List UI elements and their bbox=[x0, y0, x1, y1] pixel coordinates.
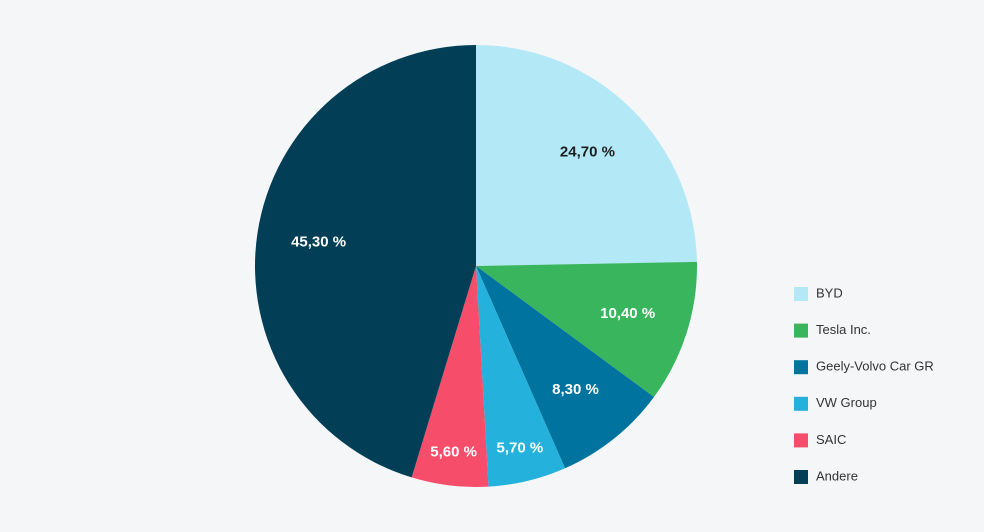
legend-swatch bbox=[794, 433, 808, 448]
legend-swatch bbox=[794, 287, 808, 301]
legend-label: SAIC bbox=[816, 432, 846, 447]
legend-label: Tesla Inc. bbox=[816, 322, 871, 337]
data-label: 8,30 % bbox=[552, 381, 599, 398]
pie-slice bbox=[255, 45, 476, 478]
legend-label: Andere bbox=[816, 468, 858, 483]
legend-swatch bbox=[794, 470, 808, 484]
data-label: 5,70 % bbox=[497, 440, 544, 457]
legend-label: BYD bbox=[816, 285, 843, 300]
pie-slice bbox=[476, 266, 654, 469]
pie-slice bbox=[476, 45, 697, 266]
data-label: 45,30 % bbox=[291, 234, 346, 251]
pie-slice bbox=[411, 266, 489, 487]
legend-swatch bbox=[794, 360, 808, 375]
data-label: 5,60 % bbox=[430, 443, 477, 460]
pie-slice bbox=[476, 261, 697, 398]
legend-swatch bbox=[794, 396, 808, 411]
data-label: 24,70 % bbox=[560, 143, 615, 160]
pie-slice bbox=[476, 266, 566, 487]
data-label: 10,40 % bbox=[600, 305, 655, 322]
legend-label: VW Group bbox=[816, 395, 877, 410]
legend-swatch bbox=[794, 323, 808, 338]
legend-label: Geely-Volvo Car GR bbox=[816, 359, 934, 374]
